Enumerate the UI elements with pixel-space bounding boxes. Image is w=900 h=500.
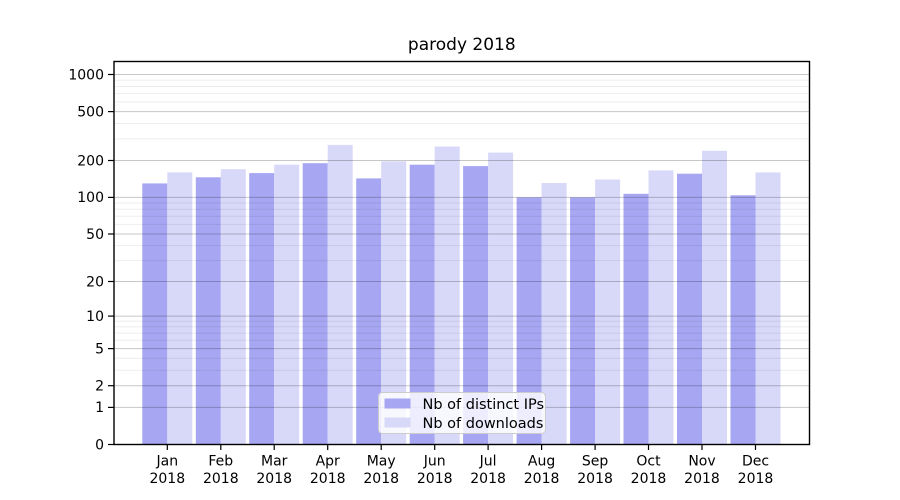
x-axis-tick-label-sep: Sep 2018 (577, 454, 613, 488)
chart-title: parody 2018 (408, 35, 516, 55)
y-axis-tick-label-500: 500 (77, 104, 104, 120)
y-axis-tick-label-200: 200 (77, 153, 104, 169)
bar-oct-nb-of-distinct-ips (623, 193, 649, 445)
x-axis-tick-label-jun: Jun 2018 (417, 454, 453, 488)
bar-apr-nb-of-downloads (327, 144, 353, 445)
x-axis-tick-label-dec: Dec 2018 (738, 454, 774, 488)
x-axis-tick-label-apr: Apr 2018 (310, 454, 346, 488)
legend-label-nb-of-downloads: Nb of downloads (423, 416, 544, 432)
legend-swatch-nb-of-downloads (384, 417, 411, 428)
y-axis-tick-label-2: 2 (95, 379, 104, 395)
bar-jan-nb-of-downloads (167, 172, 193, 445)
x-axis-tick-label-mar: Mar 2018 (256, 454, 292, 488)
bar-sep-nb-of-downloads (595, 179, 621, 445)
x-axis-tick-label-feb: Feb 2018 (203, 454, 239, 488)
plot-border (113, 60, 811, 446)
x-axis-tick-label-jul: Jul 2018 (470, 454, 506, 488)
y-axis-tick-label-100: 100 (77, 190, 104, 206)
legend-box (378, 392, 546, 434)
y-axis-tick-label-5: 5 (95, 341, 104, 357)
y-axis-tick-label-20: 20 (86, 274, 104, 290)
bar-dec-nb-of-downloads (755, 172, 781, 445)
bar-nov-nb-of-downloads (702, 150, 727, 445)
bar-oct-nb-of-downloads (648, 170, 674, 445)
x-axis-tick-label-aug: Aug 2018 (524, 454, 560, 488)
y-axis-tick-label-10: 10 (86, 309, 104, 325)
bar-dec-nb-of-distinct-ips (730, 195, 756, 445)
bar-mar-nb-of-distinct-ips (249, 173, 275, 445)
bar-mar-nb-of-downloads (274, 164, 300, 445)
bar-feb-nb-of-downloads (220, 169, 246, 445)
y-axis-tick-label-0: 0 (95, 437, 104, 453)
y-axis-tick-label-1: 1 (95, 400, 104, 416)
bar-feb-nb-of-distinct-ips (195, 177, 221, 445)
y-axis-tick-label-50: 50 (86, 227, 104, 243)
y-axis-tick-label-1000: 1000 (68, 67, 104, 83)
legend-swatch-nb-of-distinct-ips (384, 398, 411, 409)
bar-sep-nb-of-distinct-ips (570, 197, 596, 445)
x-axis-tick-label-oct: Oct 2018 (631, 454, 667, 488)
bar-nov-nb-of-distinct-ips (677, 173, 702, 445)
x-axis-tick-label-nov: Nov 2018 (684, 454, 720, 488)
legend-label-nb-of-distinct-ips: Nb of distinct IPs (423, 397, 545, 413)
bar-may-nb-of-distinct-ips (356, 178, 382, 445)
bar-apr-nb-of-distinct-ips (302, 163, 328, 445)
x-axis-tick-label-may: May 2018 (363, 454, 399, 488)
x-axis-tick-label-jan: Jan 2018 (149, 454, 185, 488)
bar-jan-nb-of-distinct-ips (142, 183, 168, 445)
